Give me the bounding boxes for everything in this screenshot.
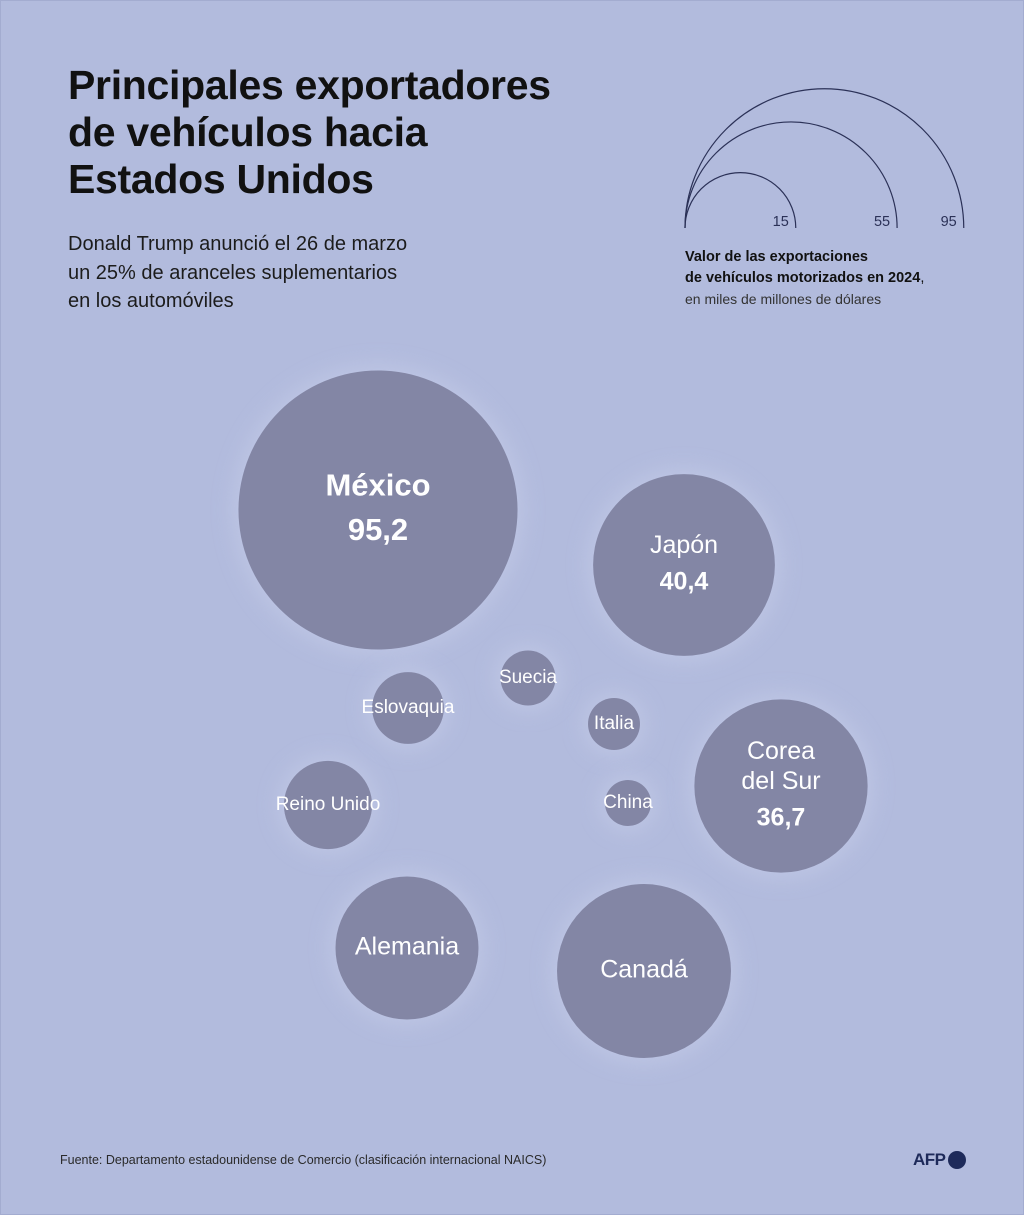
- bubble-suecia: Suecia: [494, 644, 562, 712]
- legend-caption-bold-line-1: Valor de las exportaciones: [685, 249, 868, 265]
- bubble-circle-japon: [593, 474, 775, 656]
- bubble-circle-canada: [557, 884, 731, 1058]
- subtitle-line-2: un 25% de aranceles suplementarios: [68, 261, 398, 284]
- legend-arc-95: [684, 88, 965, 229]
- source-note: Fuente: Departamento estadounidense de C…: [60, 1153, 547, 1167]
- title-line-1: Principales exportadores: [68, 62, 551, 108]
- bubble-circle-reino-unido: [283, 760, 373, 850]
- bubble-value-corea-del-sur: 36,7: [757, 803, 806, 831]
- bubble-value-mexico: 95,2: [348, 512, 408, 547]
- bubble-alemania: Alemania: [329, 870, 485, 1026]
- bubble-label-alemania: Alemania: [355, 932, 459, 960]
- page-title: Principales exportadores de vehículos ha…: [68, 62, 628, 203]
- bubble-canada: Canadá: [551, 878, 737, 1064]
- size-legend: 15 55 95: [684, 88, 965, 230]
- bubble-circle-eslovaquia: [372, 672, 444, 744]
- bubble-mexico: México 95,2: [232, 364, 524, 656]
- bubble-circle-suecia: [500, 650, 556, 706]
- title-line-3: Estados Unidos: [68, 156, 374, 202]
- bubble-japon: Japón 40,4: [587, 468, 781, 662]
- legend-arc-55: [684, 121, 898, 229]
- bubble-label-china: China: [603, 792, 653, 813]
- bubble-label-suecia: Suecia: [499, 667, 558, 688]
- bubble-reino-unido: Reino Unido: [276, 754, 381, 856]
- bubble-label-eslovaquia: Eslovaquia: [362, 697, 455, 718]
- bubble-label-corea-del-sur-line-2: del Sur: [741, 767, 820, 795]
- legend-tick-label-15: 15: [773, 214, 789, 230]
- legend-tick-label-95: 95: [941, 214, 957, 230]
- bubble-china: China: [598, 773, 658, 833]
- legend-caption-comma: ,: [920, 270, 925, 286]
- bubble-circle-mexico: [238, 370, 518, 650]
- subtitle-line-1: Donald Trump anunció el 26 de marzo: [68, 233, 408, 255]
- legend-arc-15: [684, 172, 797, 229]
- afp-logo-text: AFP: [913, 1150, 946, 1169]
- bubble-circle-china: [604, 779, 652, 827]
- afp-logo: AFP: [913, 1148, 966, 1172]
- bubble-italia: Italia: [582, 692, 646, 756]
- legend-caption-bold-line-2: de vehículos motorizados en 2024,: [685, 268, 1005, 289]
- bubble-label-reino-unido: Reino Unido: [276, 794, 381, 815]
- bubble-label-japon: Japón: [650, 531, 718, 559]
- legend-caption-unit: en miles de millones de dólares: [685, 291, 882, 307]
- bubble-label-canada: Canadá: [600, 955, 688, 983]
- bubble-label-corea-del-sur-line-1: Corea: [747, 737, 815, 765]
- legend-caption: Valor de las exportaciones de vehículos …: [685, 247, 1005, 310]
- bubble-value-japon: 40,4: [660, 567, 709, 595]
- bubble-circle-italia: [588, 698, 640, 750]
- legend-tick-label-55: 55: [874, 214, 890, 230]
- subtitle-line-3: en los automóviles: [68, 290, 234, 312]
- title-line-2: de vehículos hacia: [68, 109, 428, 155]
- subtitle: Donald Trump anunció el 26 de marzo un 2…: [68, 230, 488, 316]
- bubble-circle-corea-del-sur: [694, 699, 868, 873]
- bubble-label-italia: Italia: [594, 713, 635, 734]
- legend-caption-bold-text: de vehículos motorizados en 2024: [685, 270, 921, 286]
- bubble-circle-alemania: [335, 876, 479, 1020]
- bubble-label-mexico: México: [325, 467, 430, 502]
- bubble-eslovaquia: Eslovaquia: [362, 666, 455, 750]
- afp-logo-dot-icon: [947, 1151, 966, 1169]
